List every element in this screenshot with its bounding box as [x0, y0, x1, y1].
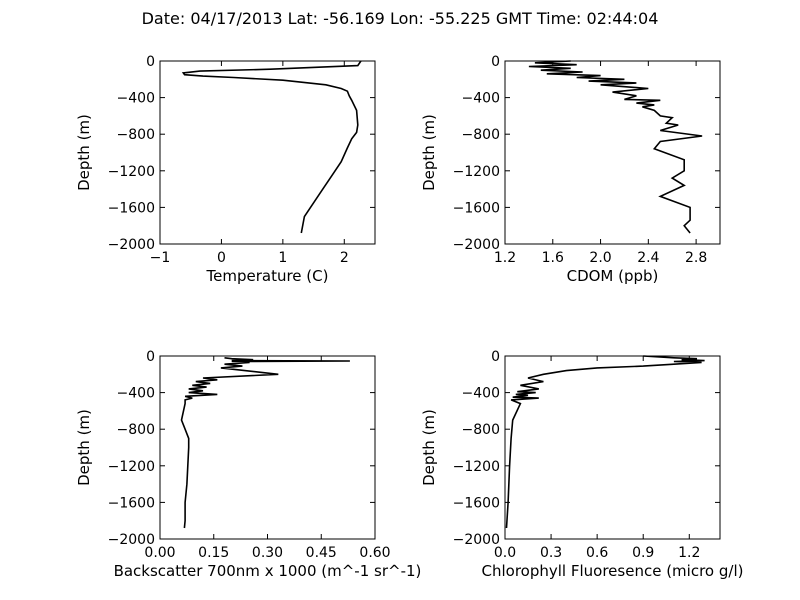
- y-tick-label: −400: [117, 386, 155, 402]
- x-tick-label: 0: [217, 250, 226, 266]
- subplots: −1 0 1 2 0 −400 −800 −1200 −1600 −2000 Temperature…: [75, 54, 743, 580]
- x-tick-label: 2.0: [589, 250, 611, 266]
- y-tick-label: −800: [117, 422, 155, 438]
- subplot-cdom: 1.2 1.6 2.0 2.4 2.8 0 −400 −800 −1200 −1600 −2000 C…: [420, 54, 721, 285]
- y-tick-label: −2000: [453, 237, 500, 253]
- series-line-cdom: [528, 60, 703, 234]
- x-tick-label: 2.4: [637, 250, 659, 266]
- x-tick-label: 1.2: [678, 545, 700, 561]
- y-tick-label: −1600: [453, 495, 500, 511]
- x-axis-label: CDOM (ppb): [567, 267, 659, 285]
- x-tick-label: 0.6: [586, 545, 608, 561]
- subplot-temperature: −1 0 1 2 0 −400 −800 −1200 −1600 −2000 Temperature…: [75, 54, 376, 285]
- y-axis-label: Depth (m): [75, 114, 93, 191]
- x-tick-label: 0.9: [632, 545, 654, 561]
- plot-frame: [159, 60, 376, 245]
- y-axis-label: Depth (m): [75, 409, 93, 486]
- y-tick-label: −2000: [453, 532, 500, 548]
- x-tick-label: 0.00: [144, 545, 175, 561]
- y-tick-label: −2000: [108, 532, 155, 548]
- y-tick-label: −1200: [453, 164, 500, 180]
- x-tick-label: 0.60: [359, 545, 390, 561]
- plot-frame: [504, 60, 721, 245]
- x-tick-label: 1.2: [494, 250, 516, 266]
- x-tick-label: 2.8: [685, 250, 707, 266]
- series-line-backscatter: [180, 357, 350, 529]
- x-tick-label: 0.45: [306, 545, 337, 561]
- x-tick-label: 0.30: [252, 545, 283, 561]
- plot-frame: [159, 355, 376, 540]
- x-tick-label: 2: [340, 250, 349, 266]
- x-tick-label: 0.0: [494, 545, 516, 561]
- series-line-temperature: [181, 60, 362, 234]
- y-tick-label: 0: [491, 349, 500, 365]
- y-tick-label: 0: [146, 349, 155, 365]
- y-tick-label: −1600: [108, 495, 155, 511]
- subplot-backscatter: 0.00 0.15 0.30 0.45 0.60 0 −400 −800 −1200 −1600 −…: [75, 349, 421, 580]
- x-axis-label: Temperature (C): [206, 267, 329, 285]
- y-tick-label: 0: [491, 54, 500, 70]
- y-tick-label: −1600: [108, 200, 155, 216]
- y-tick-label: −2000: [108, 237, 155, 253]
- x-tick-label: 1: [278, 250, 287, 266]
- y-tick-label: −800: [462, 422, 500, 438]
- y-tick-label: −400: [117, 91, 155, 107]
- x-tick-label: −1: [150, 250, 171, 266]
- plot-frame: [504, 355, 721, 540]
- x-axis-label: Backscatter 700nm x 1000 (m^-1 sr^-1): [114, 562, 422, 580]
- y-tick-label: −800: [117, 127, 155, 143]
- y-axis-label: Depth (m): [420, 114, 438, 191]
- y-tick-label: −1600: [453, 200, 500, 216]
- y-tick-label: −1200: [453, 459, 500, 475]
- y-tick-label: 0: [146, 54, 155, 70]
- subplot-chlorophyll: 0.0 0.3 0.6 0.9 1.2 0 −400 −800 −1200 −1600 −2000 C…: [420, 349, 743, 580]
- series-line-chlorophyll: [505, 355, 705, 529]
- y-tick-label: −1200: [108, 459, 155, 475]
- y-tick-label: −400: [462, 386, 500, 402]
- x-tick-label: 0.15: [198, 545, 229, 561]
- x-axis-label: Chlorophyll Fluoresence (micro g/l): [482, 562, 744, 580]
- y-tick-label: −1200: [108, 164, 155, 180]
- x-tick-label: 0.3: [540, 545, 562, 561]
- figure-title: Date: 04/17/2013 Lat: -56.169 Lon: -55.2…: [142, 9, 659, 28]
- y-tick-label: −800: [462, 127, 500, 143]
- x-tick-label: 1.6: [542, 250, 564, 266]
- y-tick-label: −400: [462, 91, 500, 107]
- y-axis-label: Depth (m): [420, 409, 438, 486]
